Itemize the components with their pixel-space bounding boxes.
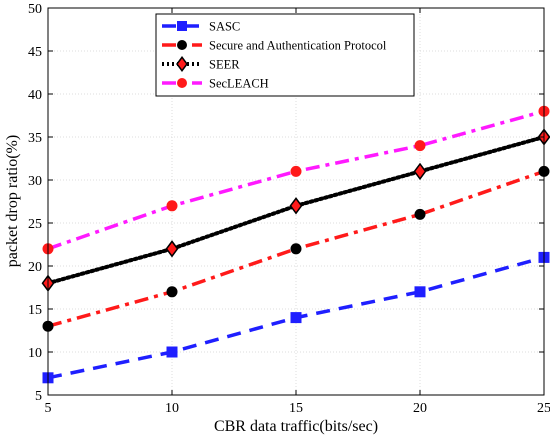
y-tick-label: 15	[28, 303, 42, 318]
data-point	[414, 286, 426, 298]
data-point	[166, 200, 178, 212]
y-tick-label: 40	[28, 88, 42, 103]
x-tick-label: 15	[289, 401, 303, 416]
y-axis-label: packet drop ratio(%)	[4, 135, 21, 267]
legend-marker	[177, 21, 187, 31]
legend-entry: SASC	[162, 20, 240, 34]
data-point	[290, 312, 302, 324]
data-point	[290, 243, 302, 255]
data-point	[166, 286, 178, 298]
legend-entry: SecLEACH	[162, 77, 269, 91]
x-tick-label: 20	[413, 401, 427, 416]
series-line	[47, 169, 545, 328]
y-tick-label: 45	[28, 45, 42, 60]
legend-entry: SEER	[162, 55, 240, 73]
y-tick-label: 50	[28, 2, 42, 17]
legend-marker	[177, 78, 187, 88]
data-point	[165, 240, 179, 258]
x-axis-label: CBR data traffic(bits/sec)	[214, 418, 378, 435]
data-point	[413, 162, 427, 181]
legend-label: SecLEACH	[209, 77, 269, 91]
x-tick-label: 25	[537, 401, 550, 416]
legend: SASC Secure and Authentication Protocol SE…	[155, 13, 415, 97]
data-point	[166, 346, 178, 358]
series-line	[47, 109, 545, 251]
data-point	[289, 197, 303, 215]
y-tick-label: 10	[28, 346, 42, 361]
y-tick-label: 20	[28, 260, 42, 275]
legend-marker	[177, 40, 187, 50]
y-tick-label: 30	[28, 174, 42, 189]
legend-label: SEER	[209, 58, 240, 72]
data-point	[290, 165, 302, 177]
y-tick-label: 35	[28, 131, 42, 146]
data-point	[414, 140, 426, 152]
legend-label: SASC	[209, 20, 240, 34]
legend-marker	[176, 55, 188, 73]
x-tick-label: 10	[165, 401, 179, 416]
x-tick-label: 5	[45, 401, 52, 416]
legend-label: Secure and Authentication Protocol	[209, 39, 387, 53]
y-tick-label: 25	[28, 217, 42, 232]
ticks: 5 10 15 20 25 30 35 40 45 50 5 10 15 20 25	[28, 2, 550, 416]
data-point	[414, 208, 426, 220]
y-tick-label: 5	[35, 389, 42, 404]
legend-entry: Secure and Authentication Protocol	[162, 39, 387, 53]
